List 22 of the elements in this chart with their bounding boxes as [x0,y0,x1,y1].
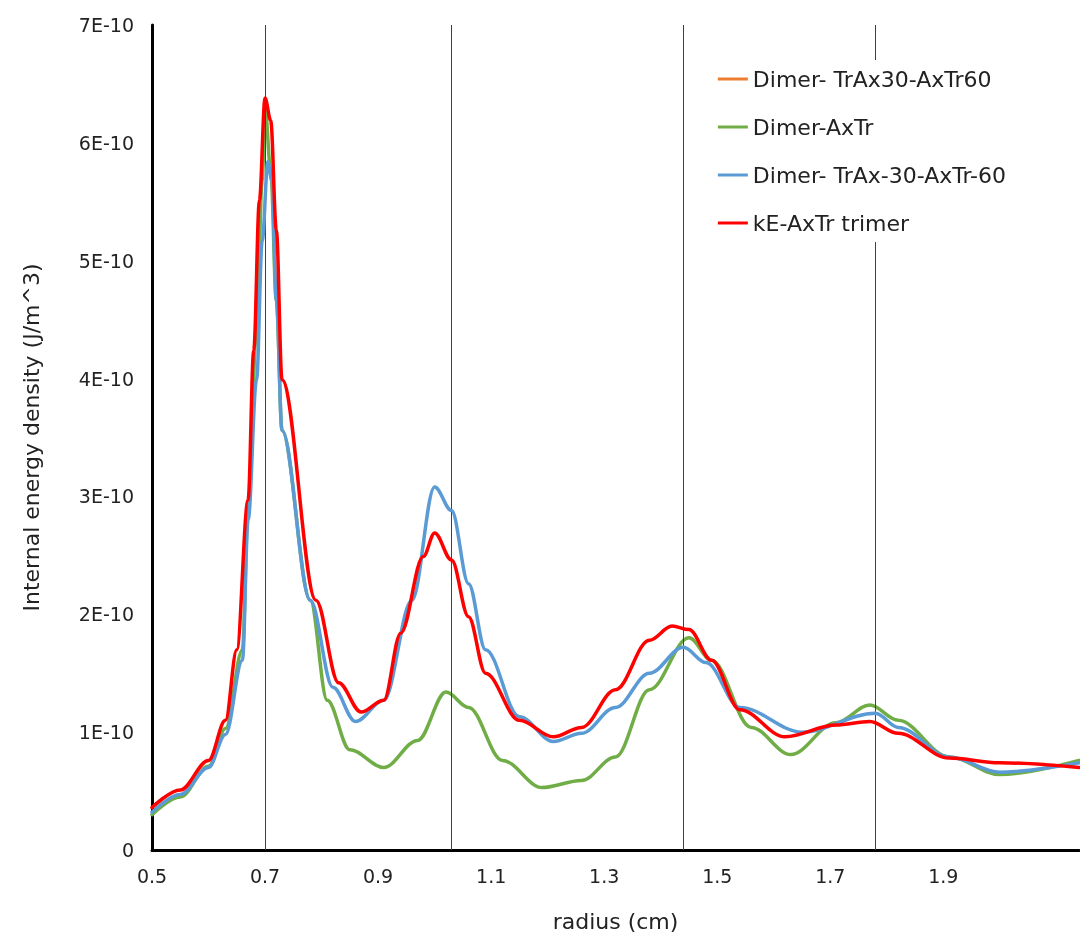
y-axis-title: Internal energy density (J/m^3) [18,263,44,612]
legend-label: Dimer-AxTr [752,114,875,140]
x-tick-label: 1.3 [589,864,620,887]
y-tick-label: 6E-10 [78,131,134,154]
y-tick-label: 4E-10 [78,367,134,390]
y-tick-label: 3E-10 [78,485,134,508]
x-axis-title: radius (cm) [552,908,679,934]
x-tick-label: 1.1 [476,864,507,887]
x-tick-label: 1.5 [702,864,733,887]
y-tick-label: 5E-10 [78,249,134,272]
legend-label: kE-AxTr trimer [752,210,911,236]
x-tick-label: 0.9 [362,864,394,887]
x-tick-label: 1.9 [928,864,959,887]
x-tick-label: 1.7 [815,864,846,887]
y-tick-label: 7E-10 [78,14,134,36]
y-tick-label: 2E-10 [78,603,134,626]
y-tick-label: 0 [121,839,134,861]
legend-label: Dimer- TrAx-30-AxTr-60 [752,162,1006,188]
legend-label: Dimer- TrAx30-AxTr60 [752,66,992,92]
y-tick-label: 1E-10 [78,721,134,744]
x-tick-label: 0.5 [136,864,168,887]
x-tick-label: 0.7 [249,864,281,887]
